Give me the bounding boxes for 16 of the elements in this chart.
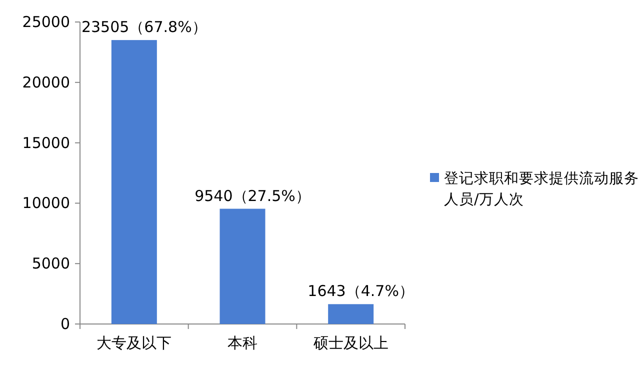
bar	[111, 40, 157, 324]
y-tick-label: 5000	[32, 254, 70, 273]
data-label: 9540（27.5%）	[194, 186, 310, 205]
bar	[220, 208, 266, 324]
x-tick-label: 大专及以下	[96, 334, 172, 352]
y-tick-label: 15000	[22, 134, 70, 152]
legend-label: 登记求职和要求提供流动服务人员/万人次	[444, 170, 639, 208]
x-tick-label: 硕士及以上	[312, 334, 388, 352]
data-label: 1643（4.7%）	[308, 282, 414, 300]
x-tick-label: 本科	[228, 334, 258, 352]
y-tick-label: 20000	[22, 73, 70, 92]
y-tick-label: 10000	[22, 194, 70, 212]
bar	[328, 304, 374, 324]
y-tick-label: 0	[60, 315, 70, 333]
y-tick-label: 25000	[22, 13, 70, 31]
data-label: 23505（67.8%）	[81, 18, 207, 36]
